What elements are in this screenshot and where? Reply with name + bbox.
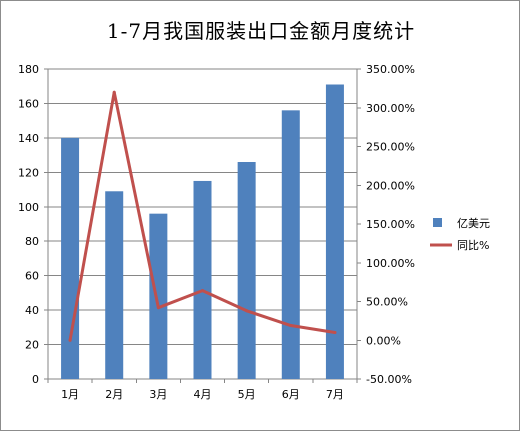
line-point [68, 338, 72, 342]
line-point [112, 90, 116, 94]
y-right-tick-label: 200.00% [366, 179, 415, 192]
x-tick-label: 2月 [105, 388, 123, 401]
y-left-tick-label: 20 [25, 339, 39, 352]
bar [105, 191, 124, 379]
x-tick-label: 3月 [149, 388, 167, 401]
y-left-tick-label: 100 [18, 201, 39, 214]
bar [61, 137, 80, 379]
y-right-tick-label: 300.00% [366, 102, 415, 115]
bar [149, 213, 168, 379]
y-left-tick-label: 0 [32, 373, 39, 386]
y-left-tick-label: 80 [25, 235, 39, 248]
y-left-tick-label: 140 [18, 132, 39, 145]
line-point [201, 289, 204, 293]
y-right-tick-label: 350.00% [366, 63, 415, 76]
y-right-tick-label: 150.00% [366, 218, 415, 231]
bar [325, 84, 344, 379]
y-left-tick-label: 160 [18, 97, 39, 110]
y-left-tick-label: 180 [18, 63, 39, 76]
bar [281, 110, 300, 379]
x-tick-label: 4月 [194, 388, 212, 401]
line-point [245, 309, 249, 313]
line-point [289, 324, 293, 328]
bar [237, 162, 256, 379]
y-right-tick-label: 0.00% [366, 334, 401, 347]
y-right-tick-label: 100.00% [366, 257, 415, 270]
legend-label: 亿美元 [457, 217, 490, 230]
y-right-tick-label: 50.00% [366, 296, 408, 309]
x-tick-label: 1月 [61, 388, 79, 401]
legend-swatch-bar [433, 218, 442, 227]
line-point [333, 331, 337, 334]
x-tick-label: 7月 [326, 388, 344, 401]
y-left-tick-label: 40 [25, 304, 39, 317]
y-left-tick-label: 60 [25, 270, 39, 283]
x-tick-label: 6月 [282, 388, 300, 401]
y-right-tick-label: 250.00% [366, 141, 415, 154]
y-right-tick-label: -50.00% [366, 373, 412, 386]
bar [193, 180, 212, 379]
y-left-tick-label: 120 [18, 166, 39, 179]
line-point [156, 306, 160, 310]
chart-title: 1-7月我国服装出口金额月度统计 [106, 19, 416, 43]
legend-label: 同比% [457, 239, 489, 252]
x-tick-label: 5月 [238, 388, 256, 401]
